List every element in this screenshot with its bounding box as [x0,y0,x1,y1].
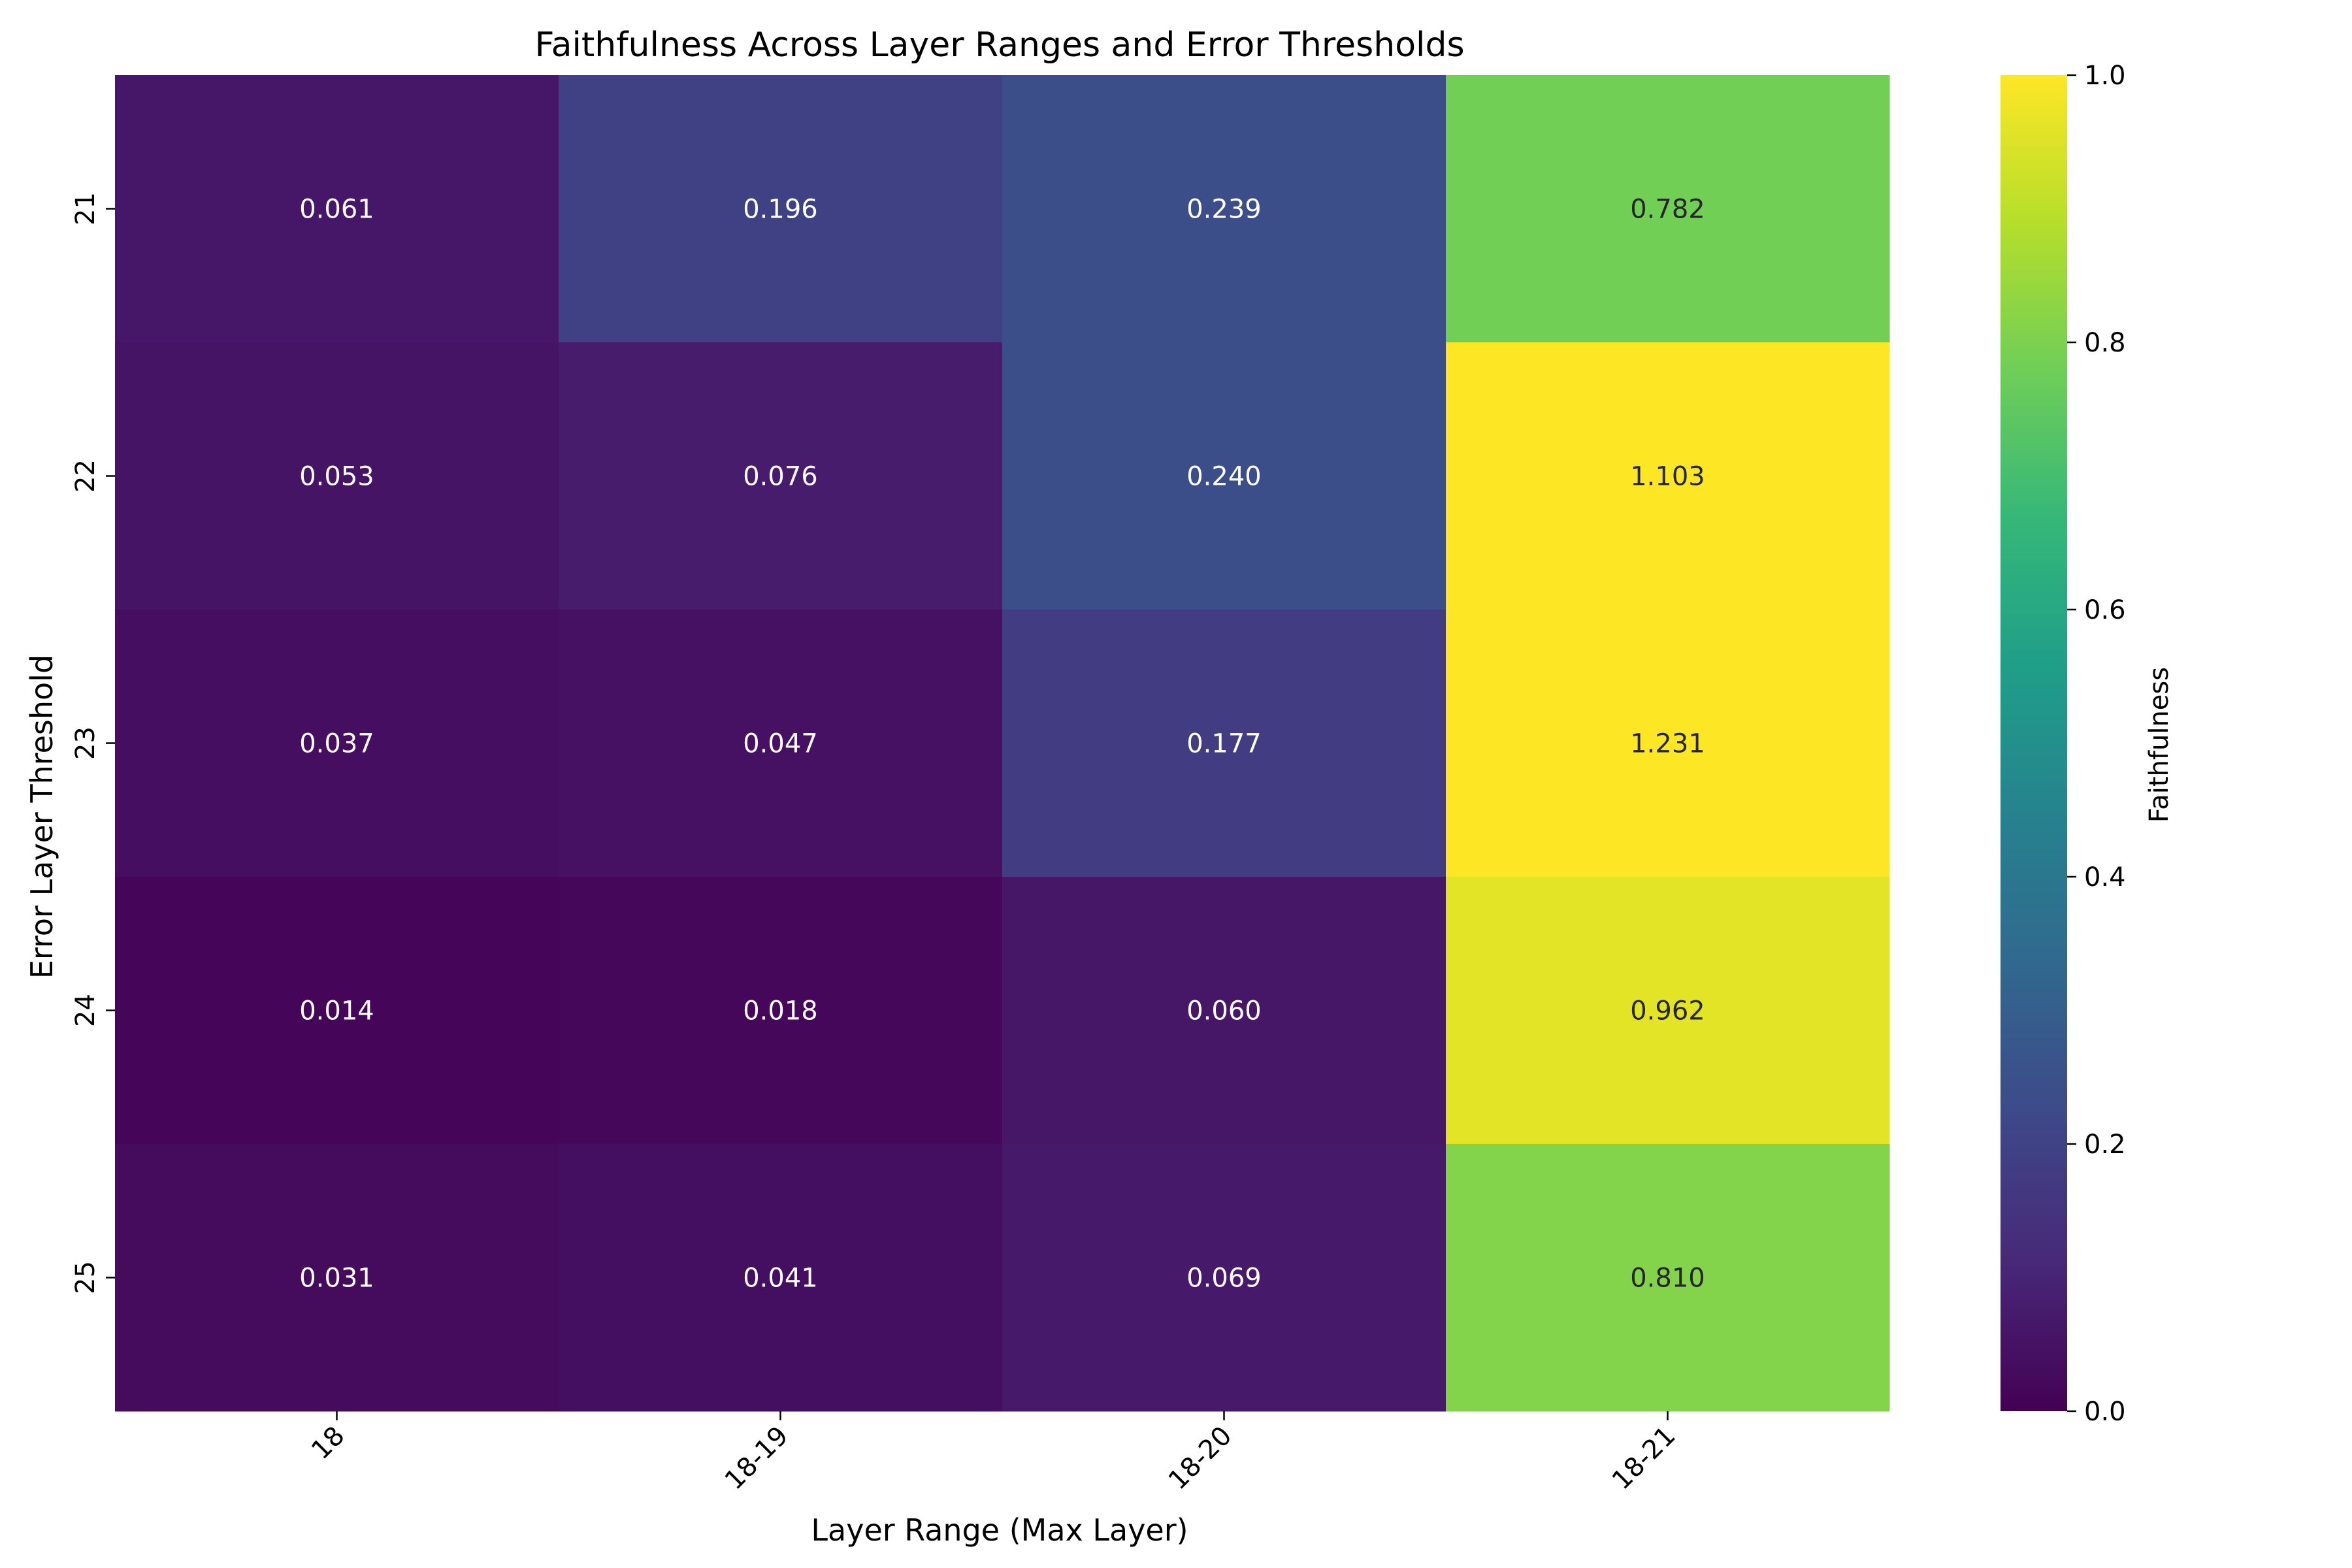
cell-value-label: 0.041 [743,1264,818,1294]
colorbar-tick-label: 0.0 [2084,1397,2126,1427]
colorbar-tick-label: 0.8 [2084,328,2126,358]
heatmap-cell [115,877,559,1145]
heatmap-cell [559,75,1003,343]
cell-value-label: 0.061 [299,195,374,225]
cell-value-labels: 0.061 0.196 0.239 0.782 0.053 0.076 0.240 1.103… [299,195,1705,1294]
heatmap-cell [1446,1144,1890,1412]
y-tick-label: 25 [71,1261,101,1294]
cell-value-label: 0.018 [743,996,818,1026]
cell-value-label: 0.962 [1630,996,1705,1026]
cell-value-label: 1.231 [1630,729,1705,759]
cell-value-label: 0.031 [299,1264,374,1294]
cell-value-label: 0.810 [1630,1264,1705,1294]
cell-value-label: 0.239 [1186,195,1262,225]
y-axis-label: Error Layer Threshold [24,655,59,979]
heatmap-cell [1002,610,1446,877]
cell-value-label: 0.047 [743,729,818,759]
heatmap-cell [1446,877,1890,1145]
heatmap-cell [559,342,1003,610]
heatmap-cell [559,1144,1003,1412]
cell-value-label: 0.240 [1186,462,1262,492]
cell-value-label: 0.069 [1186,1264,1262,1294]
colorbar-ticks: 0.0 0.2 0.4 0.6 0.8 1.0 [2067,61,2126,1427]
heatmap-cells [115,75,1890,1412]
heatmap-cell [1002,342,1446,610]
colorbar-label: Faithfulness [2144,667,2174,823]
cell-value-label: 0.053 [299,462,374,492]
heatmap-cell [1446,75,1890,343]
x-axis-label: Layer Range (Max Layer) [811,1512,1188,1548]
y-tick-label: 24 [71,994,101,1027]
y-tick-label: 23 [71,727,101,760]
y-tick-label: 22 [71,459,101,493]
heatmap-cell [1002,75,1446,343]
cell-value-label: 0.037 [299,729,374,759]
heatmap-cell [1446,610,1890,877]
y-axis-ticks: 21 22 23 24 25 [71,192,115,1294]
cell-value-label: 1.103 [1630,462,1705,492]
colorbar-tick-label: 0.2 [2084,1130,2126,1160]
heatmap-cell [559,610,1003,877]
heatmap-cell [115,610,559,877]
heatmap-cell [115,342,559,610]
cell-value-label: 0.196 [743,195,818,225]
cell-value-label: 0.177 [1186,729,1262,759]
chart-title: Faithfulness Across Layer Ranges and Err… [534,25,1464,65]
heatmap-cell [115,75,559,343]
heatmap-cell [115,1144,559,1412]
heatmap-cell [559,877,1003,1145]
cell-value-label: 0.060 [1186,996,1262,1026]
heatmap-cell [1002,877,1446,1145]
colorbar [2001,75,2067,1411]
heatmap-cell [1446,342,1890,610]
heatmap-cell [1002,1144,1446,1412]
colorbar-tick-label: 0.4 [2084,862,2126,892]
y-tick-label: 21 [71,192,101,225]
cell-value-label: 0.014 [299,996,374,1026]
cell-value-label: 0.782 [1630,195,1705,225]
colorbar-tick-label: 1.0 [2084,61,2126,91]
colorbar-tick-label: 0.6 [2084,595,2126,625]
cell-value-label: 0.076 [743,462,818,492]
